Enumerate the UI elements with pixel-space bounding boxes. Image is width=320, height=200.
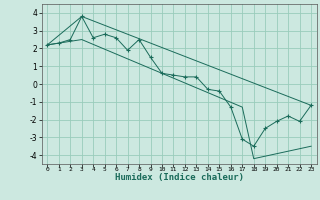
X-axis label: Humidex (Indice chaleur): Humidex (Indice chaleur)	[115, 173, 244, 182]
